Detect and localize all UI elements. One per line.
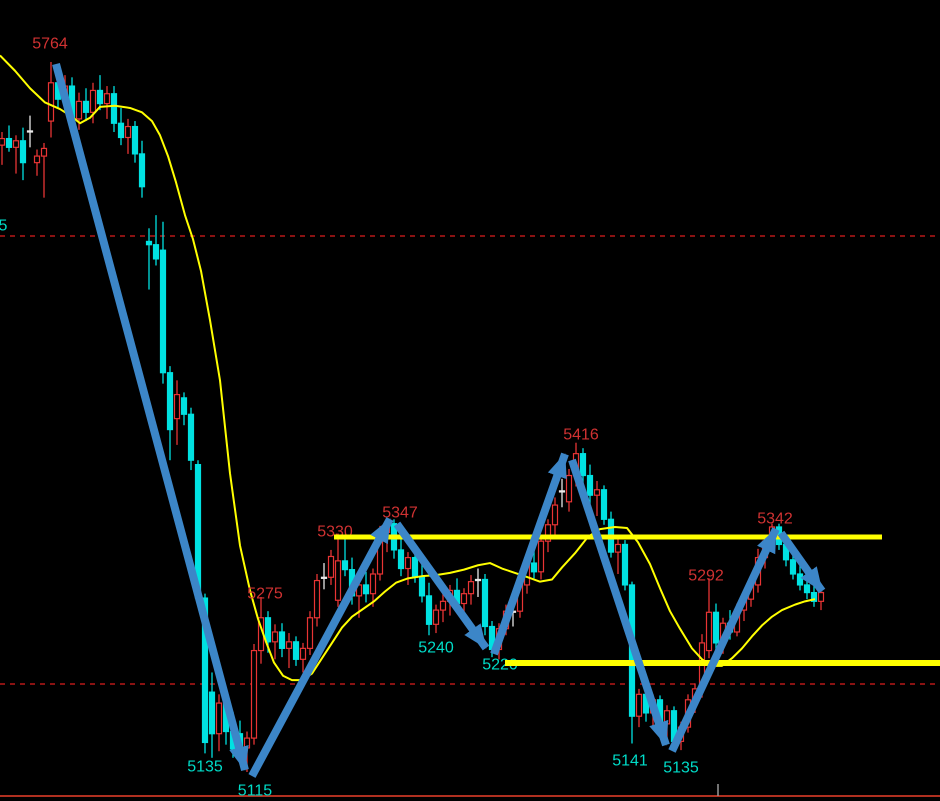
price-label: 5347 xyxy=(382,505,418,522)
ma-line xyxy=(0,54,816,682)
trend-arrow-4 xyxy=(490,452,569,656)
trend-arrow-3 xyxy=(393,521,490,651)
price-label: 5135 xyxy=(663,760,699,777)
trend-arrow-5 xyxy=(568,458,670,747)
price-label: 5 xyxy=(0,218,8,235)
price-label: 5141 xyxy=(612,753,648,770)
trend-arrow-2 xyxy=(248,517,394,778)
price-label: 5416 xyxy=(563,427,599,444)
price-label: 5240 xyxy=(418,640,454,657)
price-label: 5275 xyxy=(247,586,283,603)
price-label: 5135 xyxy=(187,759,223,776)
trend-arrow-6 xyxy=(668,527,780,753)
trend-arrow-7 xyxy=(777,530,826,594)
price-label: 5292 xyxy=(688,568,724,585)
price-label: 5342 xyxy=(757,511,793,528)
trend-arrow-1 xyxy=(52,62,249,772)
price-label: 5115 xyxy=(238,783,273,800)
price-label: 5764 xyxy=(32,36,68,53)
trend-arrows xyxy=(52,62,826,778)
